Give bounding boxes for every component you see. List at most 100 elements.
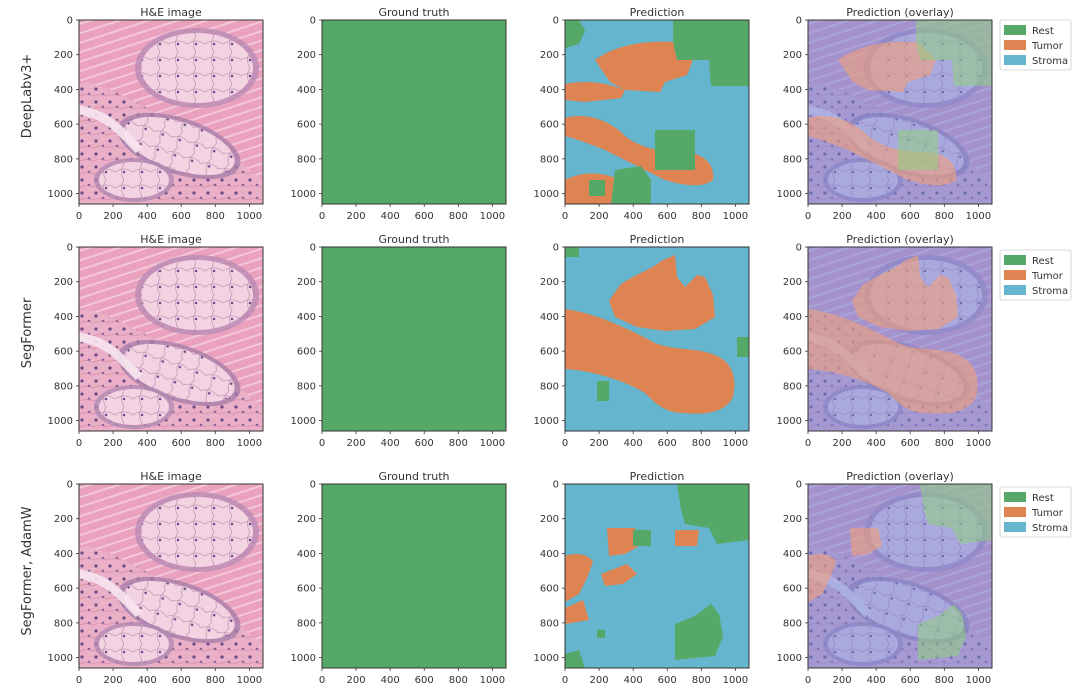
y-tick-label: 400 — [297, 312, 316, 323]
legend-swatch-tumor — [1004, 40, 1026, 50]
y-tick-label: 0 — [67, 16, 73, 27]
panel-prediction: Prediction 0 200 400 600 800 1000020040060080… — [534, 233, 750, 449]
panel-prediction: Prediction 0 200 400 600 800 1000020040060080… — [534, 470, 750, 686]
y-tick-label: 800 — [783, 381, 802, 392]
x-tick-label: 1000 — [723, 675, 748, 686]
y-tick-label: 0 — [553, 243, 559, 254]
y-tick-label: 800 — [540, 381, 559, 392]
pred-rest-region — [565, 247, 579, 257]
x-tick-label: 600 — [172, 211, 191, 222]
legend-swatch-rest — [1004, 492, 1026, 502]
y-tick-label: 400 — [297, 85, 316, 96]
y-tick-label: 200 — [54, 514, 73, 525]
pred-tumor-region — [565, 82, 625, 102]
x-tick-label: 600 — [172, 438, 191, 449]
pred-rest-region — [565, 650, 585, 668]
legend-label: Tumor — [1031, 508, 1064, 519]
legend-label: Stroma — [1032, 56, 1068, 67]
y-tick-label: 0 — [796, 243, 802, 254]
row-label: DeepLabv3+ — [20, 54, 35, 139]
panel-title: Ground truth — [378, 470, 449, 483]
x-tick-label: 0 — [562, 211, 568, 222]
y-tick-label: 1000 — [48, 416, 73, 427]
x-tick-label: 200 — [590, 675, 609, 686]
y-tick-label: 200 — [783, 50, 802, 61]
x-tick-label: 400 — [138, 675, 157, 686]
legend-label: Rest — [1032, 26, 1054, 37]
y-tick-label: 400 — [783, 312, 802, 323]
x-tick-label: 0 — [76, 211, 82, 222]
legend-label: Tumor — [1031, 41, 1064, 52]
x-tick-label: 800 — [206, 438, 225, 449]
y-tick-label: 600 — [783, 347, 802, 358]
y-tick-label: 1000 — [291, 189, 316, 200]
y-tick-label: 0 — [310, 243, 316, 254]
y-tick-label: 200 — [540, 277, 559, 288]
y-tick-label: 1000 — [534, 189, 559, 200]
x-tick-label: 800 — [692, 675, 711, 686]
y-tick-label: 800 — [54, 381, 73, 392]
panel-overlay: Prediction (overlay) 0 200 400 600 800 100002… — [777, 470, 993, 686]
y-tick-label: 400 — [540, 549, 559, 560]
pred-tumor-region — [565, 554, 593, 602]
y-tick-label: 200 — [54, 50, 73, 61]
panel-title: Ground truth — [378, 6, 449, 19]
y-tick-label: 1000 — [291, 653, 316, 664]
y-tick-label: 600 — [54, 120, 73, 131]
x-tick-label: 600 — [415, 438, 434, 449]
x-tick-label: 0 — [319, 211, 325, 222]
axes-frame — [78, 246, 264, 432]
legend-label: Stroma — [1032, 523, 1068, 534]
y-tick-label: 400 — [540, 312, 559, 323]
pred-rest-region — [589, 180, 605, 196]
axes-frame — [78, 19, 264, 205]
y-tick-label: 0 — [310, 480, 316, 491]
pred-tumor-region — [609, 255, 715, 331]
y-tick-label: 200 — [297, 50, 316, 61]
x-tick-label: 800 — [692, 438, 711, 449]
y-tick-label: 400 — [297, 549, 316, 560]
y-tick-label: 400 — [783, 549, 802, 560]
x-tick-label: 0 — [805, 675, 811, 686]
y-tick-label: 600 — [297, 584, 316, 595]
x-tick-label: 1000 — [966, 675, 991, 686]
pred-rest-region — [611, 166, 651, 204]
x-tick-label: 800 — [692, 211, 711, 222]
y-tick-label: 600 — [54, 584, 73, 595]
x-tick-label: 400 — [381, 211, 400, 222]
panel-title: Prediction (overlay) — [846, 6, 954, 19]
axes-frame — [321, 19, 507, 205]
x-tick-label: 1000 — [480, 675, 505, 686]
panel-overlay: Prediction (overlay) 0 200 400 600 800 100002… — [777, 6, 993, 222]
legend-label: Tumor — [1031, 271, 1064, 282]
x-tick-label: 600 — [658, 211, 677, 222]
legend-swatch-tumor — [1004, 507, 1026, 517]
y-tick-label: 1000 — [291, 416, 316, 427]
pred-rest-region — [633, 530, 651, 546]
y-tick-label: 1000 — [48, 653, 73, 664]
x-tick-label: 600 — [172, 675, 191, 686]
pred-rest-region — [597, 630, 605, 638]
pred-tumor-region — [565, 309, 735, 414]
y-tick-label: 800 — [783, 618, 802, 629]
x-tick-label: 600 — [415, 211, 434, 222]
x-tick-label: 1000 — [237, 438, 262, 449]
legend-label: Stroma — [1032, 286, 1068, 297]
pred-rest-region — [675, 604, 723, 660]
y-tick-label: 400 — [54, 85, 73, 96]
gt-rest-region — [322, 20, 506, 204]
x-tick-label: 1000 — [723, 211, 748, 222]
x-tick-label: 200 — [347, 438, 366, 449]
x-tick-label: 0 — [805, 211, 811, 222]
legend-swatch-stroma — [1004, 285, 1026, 295]
y-tick-label: 200 — [540, 514, 559, 525]
x-tick-label: 600 — [901, 211, 920, 222]
